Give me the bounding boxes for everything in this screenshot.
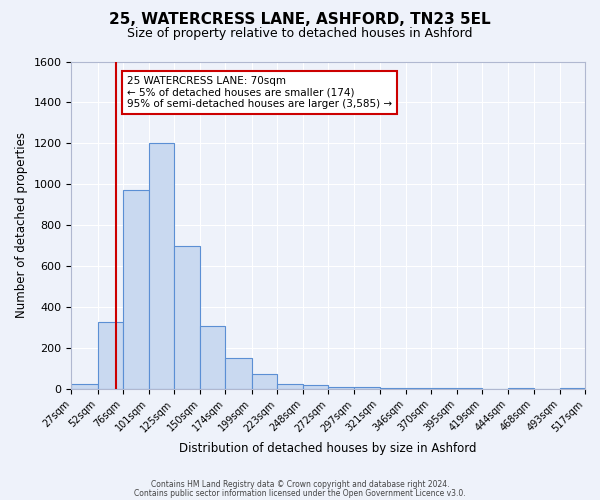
Bar — [174, 246, 200, 389]
Bar — [355, 387, 380, 389]
Y-axis label: Number of detached properties: Number of detached properties — [15, 132, 28, 318]
Bar — [406, 388, 431, 389]
Bar — [123, 190, 149, 389]
Bar — [200, 326, 226, 389]
Bar — [71, 384, 98, 389]
X-axis label: Distribution of detached houses by size in Ashford: Distribution of detached houses by size … — [179, 442, 477, 455]
Bar — [431, 388, 457, 389]
Text: Contains public sector information licensed under the Open Government Licence v3: Contains public sector information licen… — [134, 489, 466, 498]
Bar — [560, 388, 585, 389]
Bar — [457, 388, 482, 389]
Text: 25 WATERCRESS LANE: 70sqm
← 5% of detached houses are smaller (174)
95% of semi-: 25 WATERCRESS LANE: 70sqm ← 5% of detach… — [127, 76, 392, 109]
Text: Contains HM Land Registry data © Crown copyright and database right 2024.: Contains HM Land Registry data © Crown c… — [151, 480, 449, 489]
Bar — [277, 384, 303, 389]
Bar — [226, 358, 251, 389]
Bar — [251, 374, 277, 389]
Bar — [149, 144, 174, 389]
Text: Size of property relative to detached houses in Ashford: Size of property relative to detached ho… — [127, 28, 473, 40]
Bar — [328, 387, 355, 389]
Bar — [303, 385, 328, 389]
Bar — [508, 388, 533, 389]
Text: 25, WATERCRESS LANE, ASHFORD, TN23 5EL: 25, WATERCRESS LANE, ASHFORD, TN23 5EL — [109, 12, 491, 28]
Bar — [380, 388, 406, 389]
Bar — [98, 322, 123, 389]
